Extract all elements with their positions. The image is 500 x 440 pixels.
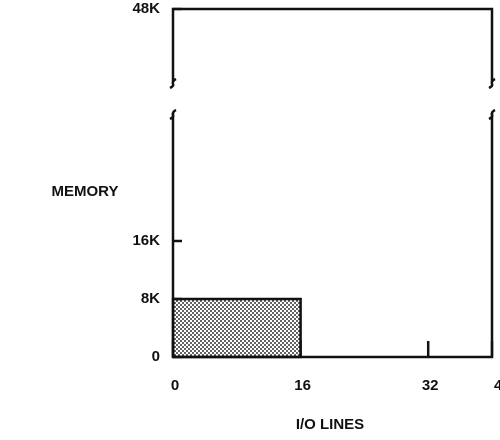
x-tick-label: 16 bbox=[294, 377, 311, 394]
x-axis-label: I/O LINES bbox=[296, 416, 364, 433]
x-tick-label: 32 bbox=[422, 377, 439, 394]
axis-break bbox=[169, 77, 177, 90]
y-tick-label: 8K bbox=[141, 290, 160, 307]
x-tick-label: 0 bbox=[171, 377, 179, 394]
axis-break bbox=[488, 77, 496, 90]
region bbox=[171, 297, 302, 359]
x-tick-label: 40 bbox=[494, 377, 500, 394]
y-tick-label: 16K bbox=[132, 232, 160, 249]
axis-break bbox=[169, 108, 177, 121]
y-tick-label: 48K bbox=[132, 0, 160, 17]
axis-break bbox=[488, 108, 496, 121]
y-tick-label: 0 bbox=[152, 348, 160, 365]
y-axis-label: MEMORY bbox=[52, 183, 119, 200]
